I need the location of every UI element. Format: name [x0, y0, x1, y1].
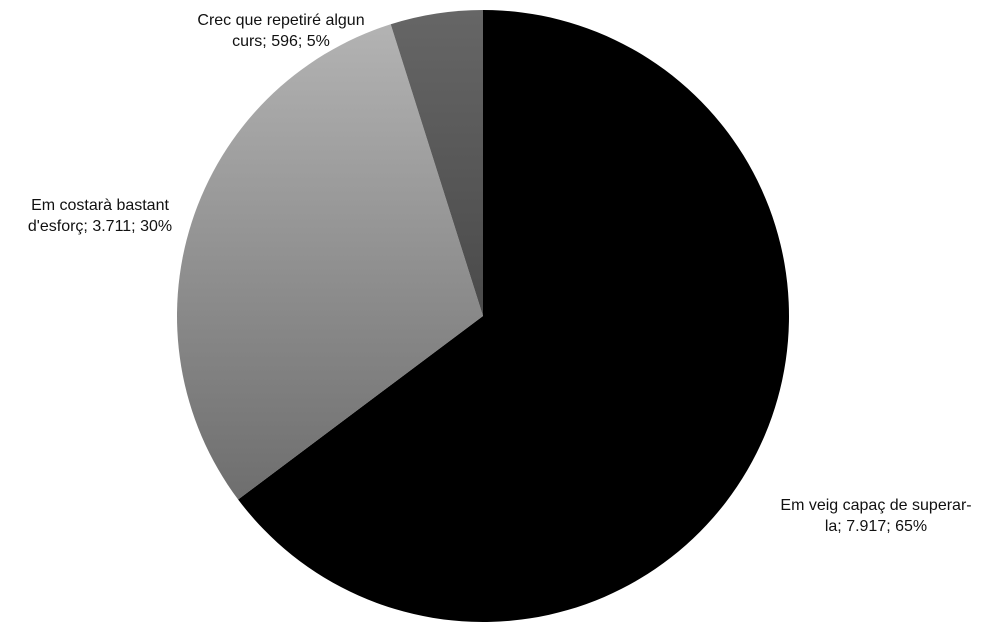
- pie-slice-repetire: [390, 10, 483, 316]
- slice-label-repetire-line-1: Crec que repetiré algun: [197, 12, 365, 29]
- pie-slice-superar: [238, 10, 790, 622]
- slice-label-repetire-line-2: curs; 596; 5%: [232, 33, 330, 50]
- slice-label-esforc-line-2: d'esforç; 3.711; 30%: [27, 218, 173, 235]
- slice-label-esforc: Em costarà bastant d'esforç; 3.711; 30%: [0, 195, 200, 237]
- slice-label-superar-line-1: Em veig capaç de superar-: [780, 497, 972, 514]
- slice-label-superar: Em veig capaç de superar- la; 7.917; 65%: [766, 495, 986, 537]
- pie-slice-esforc: [177, 24, 483, 500]
- pie-slices: [177, 10, 790, 622]
- slice-label-esforc-line-1: Em costarà bastant: [31, 197, 169, 214]
- slice-label-superar-line-2: la; 7.917; 65%: [824, 518, 928, 535]
- slice-label-repetire: Crec que repetiré algun curs; 596; 5%: [168, 10, 394, 52]
